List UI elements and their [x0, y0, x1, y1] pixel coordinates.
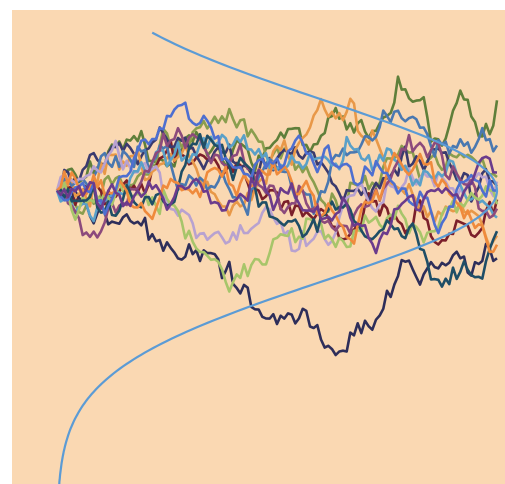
- path-series-6: [55, 97, 499, 249]
- path-series-10: [56, 126, 499, 239]
- path-series-1: [55, 75, 499, 192]
- path-series-5: [56, 189, 498, 357]
- path-series-9: [55, 133, 498, 223]
- paths-layer: [55, 75, 499, 357]
- chart-panel: [12, 10, 505, 484]
- density-curve: [58, 31, 499, 484]
- path-series-11: [56, 181, 499, 293]
- chart-background: [12, 10, 505, 484]
- path-series-12: [56, 132, 499, 288]
- path-series-15: [56, 155, 498, 255]
- random-walk-chart: [12, 10, 505, 484]
